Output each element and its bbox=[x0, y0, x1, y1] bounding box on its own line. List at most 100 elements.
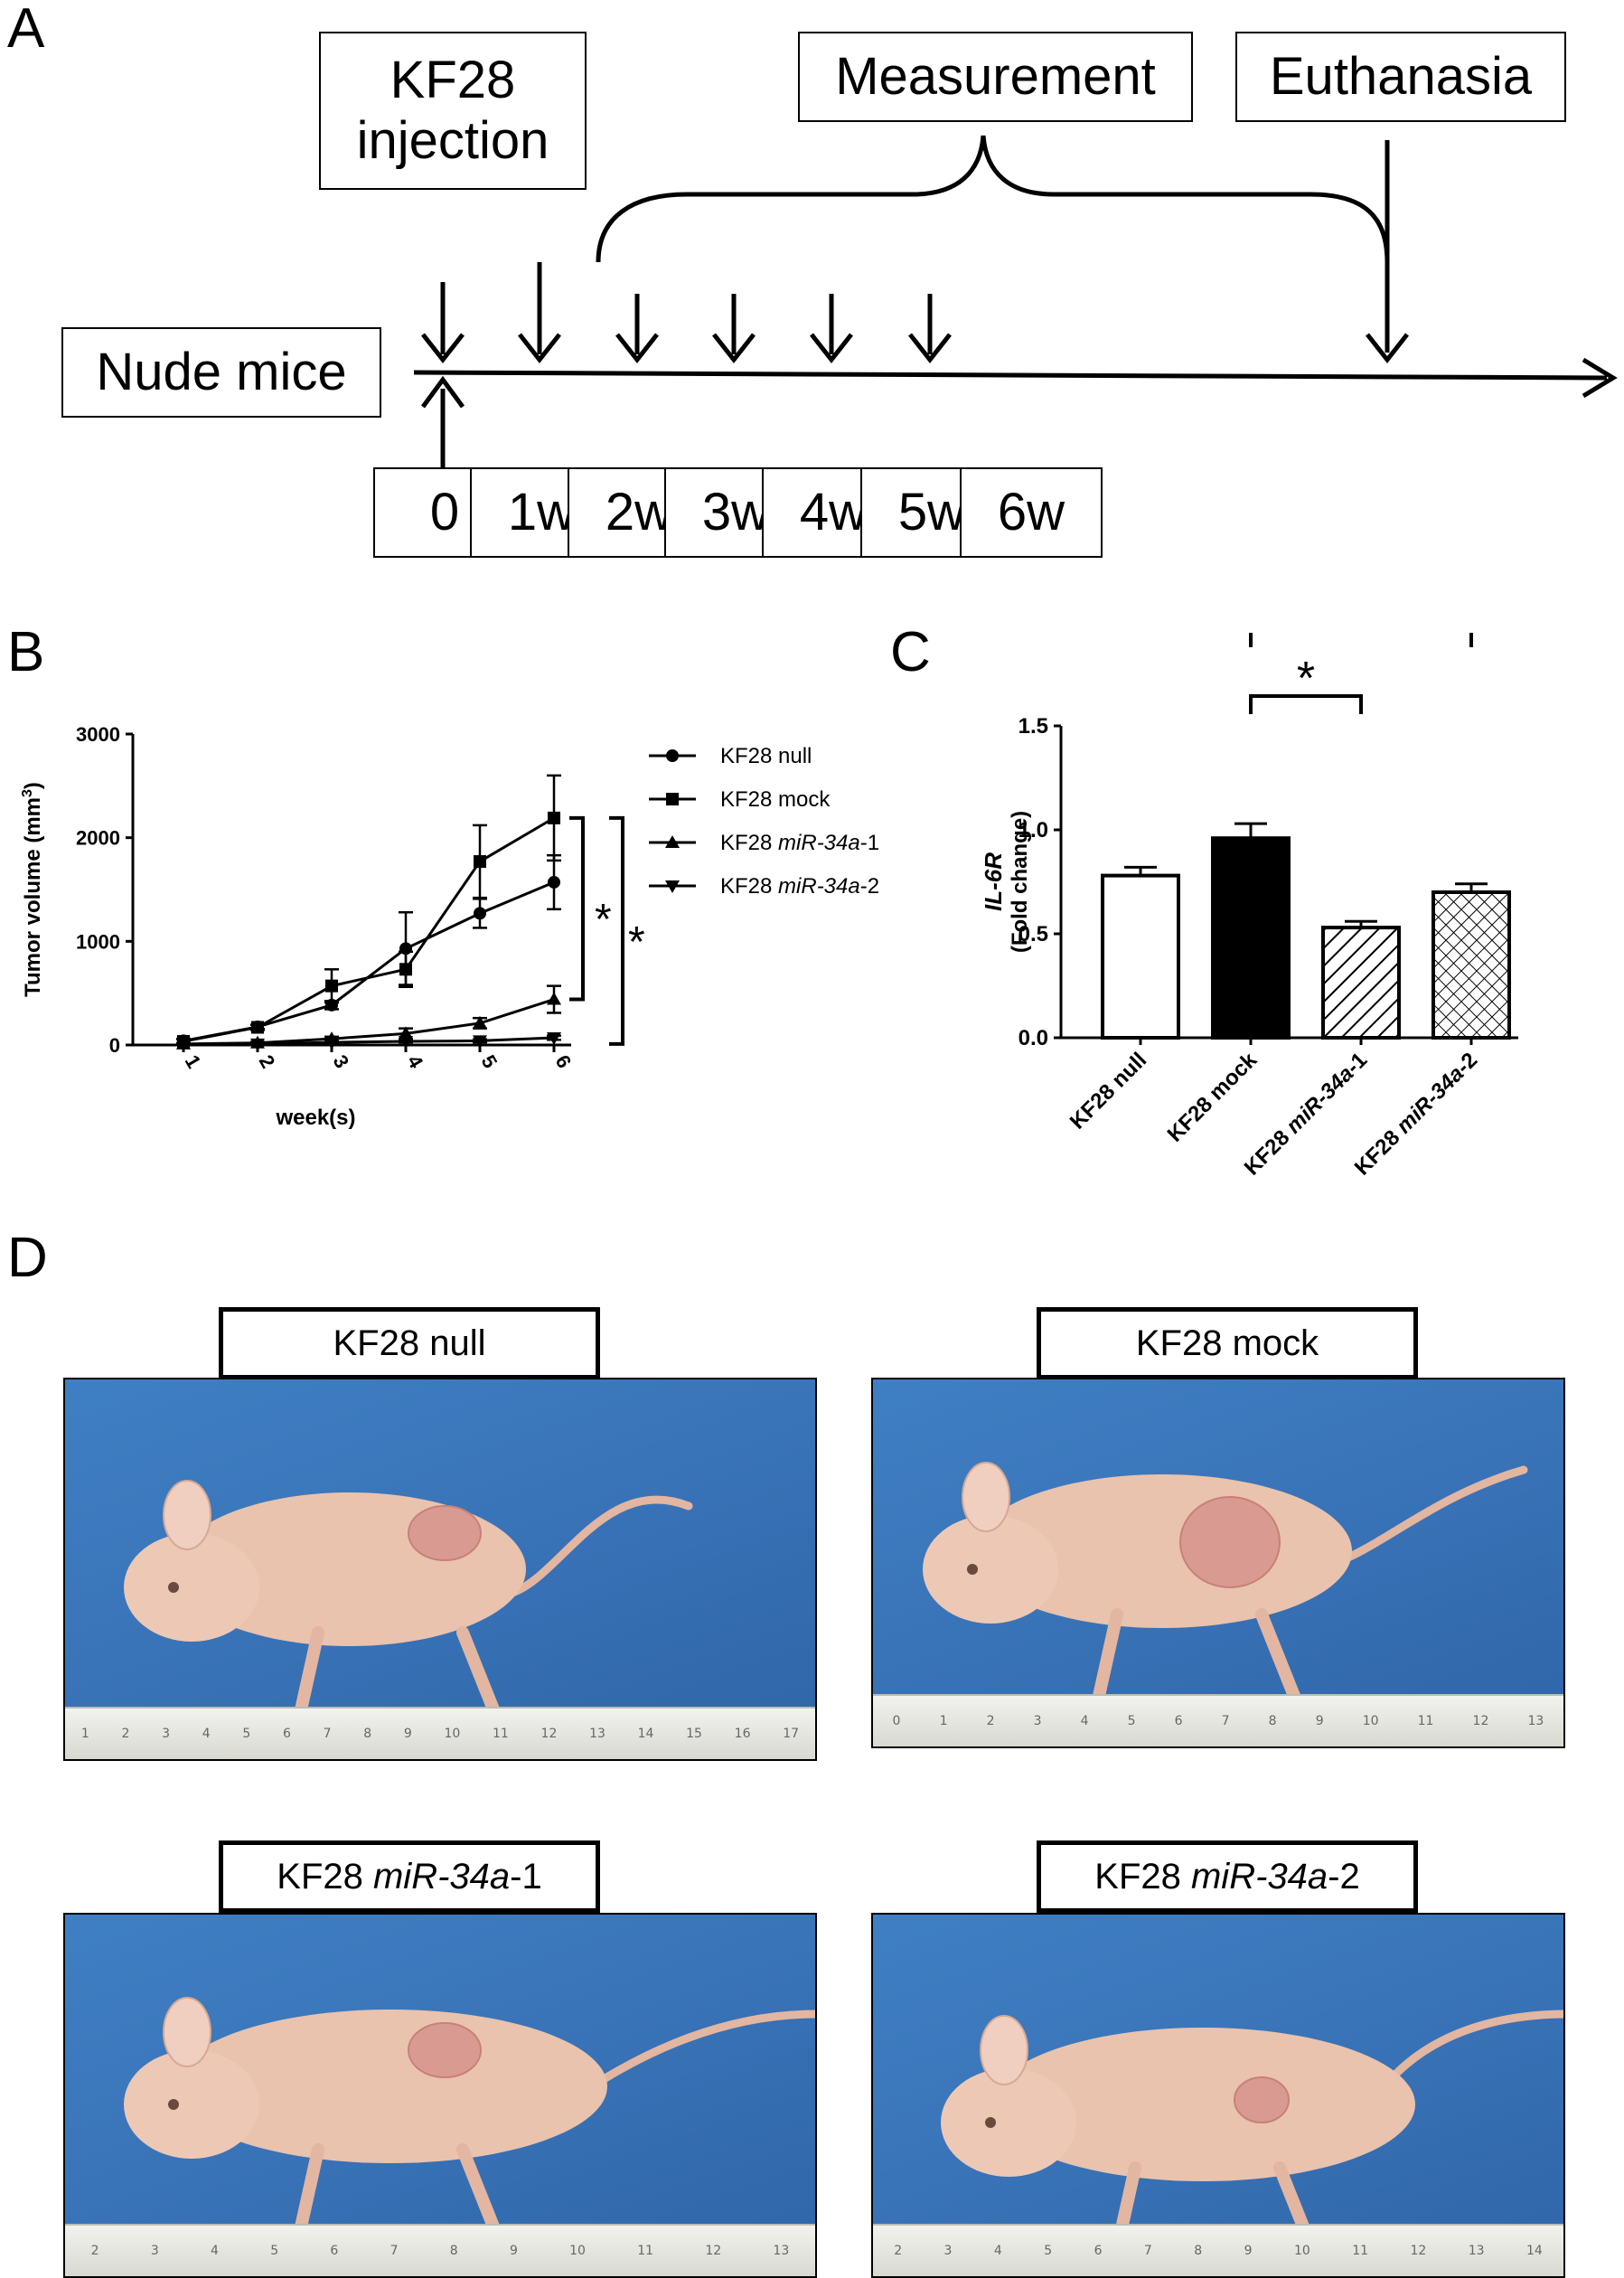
x-tick-label: KF28 null bbox=[1065, 1048, 1151, 1134]
ruler-mark: 3 bbox=[943, 2244, 953, 2258]
data-point bbox=[325, 979, 338, 993]
ruler: 1 2 3 4 5 6 7 8 9 10 11 12 13 14 15 16 17 bbox=[65, 1707, 815, 1759]
mouse-ear bbox=[163, 1480, 211, 1550]
ruler-mark: 6 bbox=[1094, 2244, 1103, 2258]
timeline-arrowhead-icon bbox=[1582, 357, 1618, 399]
y-tick-label: 1000 bbox=[76, 930, 120, 953]
ruler-mark: 9 bbox=[509, 2244, 518, 2258]
significance-star: * bbox=[595, 896, 612, 944]
photo-label-4: KF28 miR-34a -2 bbox=[1037, 1840, 1418, 1913]
bar bbox=[1211, 836, 1291, 1040]
ruler-mark: 8 bbox=[449, 2244, 458, 2258]
ruler-mark: 5 bbox=[1127, 1714, 1136, 1728]
x-tick-label: 3 bbox=[329, 1051, 354, 1072]
euthanasia-box: Euthanasia bbox=[1235, 32, 1566, 122]
significance-bracket bbox=[569, 815, 585, 1002]
ruler-mark: 4 bbox=[1080, 1714, 1089, 1728]
mouse-illustration bbox=[124, 1997, 815, 2229]
mouse-head bbox=[941, 2068, 1076, 2177]
panel-label-a: A bbox=[7, 0, 45, 60]
mouse-illustration bbox=[124, 1480, 693, 1712]
x-tick-label: 4 bbox=[403, 1051, 428, 1073]
significance-bracket bbox=[609, 815, 624, 1046]
ruler-mark: 3 bbox=[162, 1727, 171, 1741]
y-tick-label: 1.0 bbox=[1019, 818, 1048, 842]
injection-label-line1: KF28 bbox=[390, 50, 516, 109]
data-point bbox=[324, 1037, 339, 1050]
mouse-eye bbox=[168, 2099, 179, 2110]
ruler-mark: 15 bbox=[686, 1727, 702, 1741]
series-line bbox=[183, 998, 555, 1046]
x-axis-label: week(s) bbox=[275, 1106, 355, 1130]
ruler-mark: 9 bbox=[1244, 2244, 1253, 2258]
ruler-mark: 10 bbox=[1293, 2244, 1310, 2258]
ruler-mark: 0 bbox=[892, 1714, 901, 1728]
ruler-mark: 13 bbox=[1527, 1714, 1544, 1728]
data-point bbox=[176, 1039, 191, 1052]
series-3 bbox=[176, 1031, 561, 1052]
mouse-eye bbox=[985, 2117, 996, 2128]
legend-label: KF28 mock bbox=[720, 787, 831, 812]
ruler-mark: 7 bbox=[323, 1727, 332, 1741]
ruler-mark: 9 bbox=[1315, 1714, 1324, 1728]
ruler-mark: 3 bbox=[1033, 1714, 1042, 1728]
ruler-mark: 14 bbox=[637, 1727, 654, 1741]
legend-label: KF28 miR-34a-1 bbox=[720, 831, 879, 855]
ruler-mark: 7 bbox=[390, 2244, 399, 2258]
ruler-mark: 10 bbox=[569, 2244, 586, 2258]
ruler-mark: 13 bbox=[1468, 2244, 1485, 2258]
ruler-mark: 11 bbox=[1352, 2244, 1369, 2258]
ruler-mark: 2 bbox=[121, 1727, 130, 1741]
legend-marker bbox=[665, 880, 680, 893]
mouse-ear bbox=[163, 1997, 211, 2067]
mouse-eye bbox=[967, 1564, 978, 1575]
significance-star: * bbox=[628, 918, 645, 966]
data-point bbox=[548, 875, 560, 889]
x-tick-label: 1 bbox=[181, 1051, 206, 1072]
mouse-photo-3: 2 3 4 5 6 7 8 9 10 11 12 13 bbox=[63, 1913, 817, 2278]
ruler-mark: 8 bbox=[363, 1727, 372, 1741]
mouse-photo-4: 2 3 4 5 6 7 8 9 10 11 12 13 14 bbox=[871, 1913, 1565, 2278]
y-tick-label: 1.5 bbox=[1019, 714, 1048, 739]
y-tick-label: 0.5 bbox=[1019, 922, 1048, 946]
ruler-mark: 5 bbox=[1044, 2244, 1053, 2258]
y-axis-label: Tumor volume (mm3) bbox=[20, 782, 45, 997]
mouse-body bbox=[990, 2028, 1415, 2181]
ruler-mark: 2 bbox=[894, 2244, 903, 2258]
ruler-mark: 4 bbox=[993, 2244, 1002, 2258]
mouse-head bbox=[923, 1515, 1058, 1624]
x-tick-label: 2 bbox=[255, 1051, 280, 1072]
ruler-mark: 7 bbox=[1143, 2244, 1152, 2258]
series-0 bbox=[176, 853, 561, 1048]
ruler: 0 1 2 3 4 5 6 7 8 9 10 11 12 13 bbox=[873, 1694, 1563, 1746]
ruler-mark: 6 bbox=[330, 2244, 339, 2258]
panel-label-d: D bbox=[7, 1227, 48, 1289]
ruler-mark: 12 bbox=[705, 2244, 722, 2258]
tumor bbox=[1234, 2076, 1290, 2123]
legend-label: KF28 miR-34a-2 bbox=[720, 874, 879, 899]
bar bbox=[1101, 873, 1180, 1040]
ruler-mark: 10 bbox=[1362, 1714, 1379, 1728]
mouse-photo-1: 1 2 3 4 5 6 7 8 9 10 11 12 13 14 15 16 17 bbox=[63, 1378, 817, 1761]
legend-marker bbox=[666, 793, 679, 805]
y-tick-label: 0 bbox=[109, 1034, 120, 1057]
mouse-legs bbox=[1093, 1608, 1303, 1699]
week-5-arrow-icon bbox=[908, 333, 952, 364]
il6r-bar-chart: 0.00.51.01.5IL-6R (Fold change)KF28 nullK… bbox=[980, 633, 1518, 1181]
data-point bbox=[547, 992, 561, 1005]
data-point bbox=[399, 963, 412, 976]
week-0-arrow-icon bbox=[421, 333, 465, 364]
week-3-arrow-icon bbox=[712, 333, 756, 364]
data-point bbox=[548, 811, 560, 824]
ruler-mark: 12 bbox=[1472, 1714, 1489, 1728]
nude-mice-box: Nude mice bbox=[61, 327, 381, 418]
data-point bbox=[474, 907, 486, 920]
significance-star: * bbox=[1297, 653, 1315, 705]
mouse-head bbox=[124, 2050, 259, 2159]
significance-bracket bbox=[1249, 694, 1363, 714]
ruler: 2 3 4 5 6 7 8 9 10 11 12 13 bbox=[65, 2224, 815, 2276]
ruler-mark: 8 bbox=[1268, 1714, 1277, 1728]
mouse-illustration bbox=[923, 1462, 1528, 1699]
ruler-mark: 13 bbox=[589, 1727, 605, 1741]
tumor bbox=[408, 1505, 482, 1561]
